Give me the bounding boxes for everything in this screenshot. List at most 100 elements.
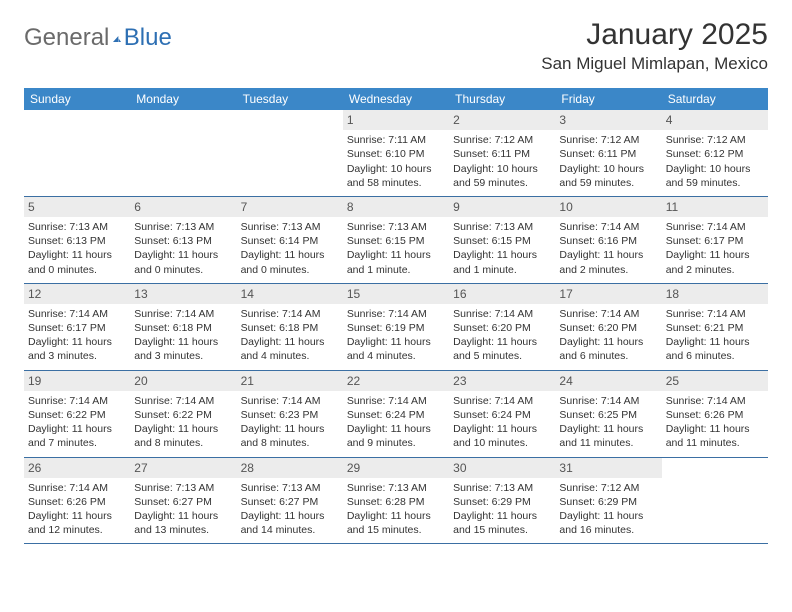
day-cell: 18 Sunrise: 7:14 AMSunset: 6:21 PMDayligh… — [662, 284, 768, 370]
sunrise-text: Sunrise: 7:13 AM — [28, 220, 126, 234]
sunset-text: Sunset: 6:26 PM — [28, 495, 126, 509]
day-number: 5 — [24, 197, 130, 217]
sunset-text: Sunset: 6:12 PM — [666, 147, 764, 161]
sunset-text: Sunset: 6:27 PM — [134, 495, 232, 509]
daylight-text: Daylight: 11 hours and 1 minute. — [453, 248, 551, 276]
day-number: 3 — [555, 110, 661, 130]
sunset-text: Sunset: 6:18 PM — [134, 321, 232, 335]
day-number: 9 — [449, 197, 555, 217]
day-number: 18 — [662, 284, 768, 304]
daylight-text: Daylight: 10 hours and 58 minutes. — [347, 162, 445, 190]
day-number: 6 — [130, 197, 236, 217]
day-number: 20 — [130, 371, 236, 391]
day-number: 15 — [343, 284, 449, 304]
day-cell: 24Sunrise: 7:14 AMSunset: 6:25 PMDayligh… — [555, 371, 661, 457]
week-row: 26Sunrise: 7:14 AMSunset: 6:26 PMDayligh… — [24, 458, 768, 545]
day-cell: 20Sunrise: 7:14 AMSunset: 6:22 PMDayligh… — [130, 371, 236, 457]
sunset-text: Sunset: 6:22 PM — [28, 408, 126, 422]
sunset-text: Sunset: 6:20 PM — [453, 321, 551, 335]
day-cell: 7Sunrise: 7:13 AMSunset: 6:14 PMDaylight… — [237, 197, 343, 283]
weekday-header-row: SundayMondayTuesdayWednesdayThursdayFrid… — [24, 88, 768, 110]
daylight-text: Daylight: 11 hours and 10 minutes. — [453, 422, 551, 450]
sunset-text: Sunset: 6:19 PM — [347, 321, 445, 335]
sunset-text: Sunset: 6:29 PM — [453, 495, 551, 509]
sunrise-text: Sunrise: 7:13 AM — [453, 481, 551, 495]
day-number — [130, 110, 236, 130]
sunrise-text: Sunrise: 7:14 AM — [347, 394, 445, 408]
day-number: 22 — [343, 371, 449, 391]
sunset-text: Sunset: 6:25 PM — [559, 408, 657, 422]
week-row: 5Sunrise: 7:13 AMSunset: 6:13 PMDaylight… — [24, 197, 768, 284]
sunset-text: Sunset: 6:11 PM — [453, 147, 551, 161]
day-number: 1 — [343, 110, 449, 130]
weekday-header: Saturday — [662, 88, 768, 110]
sunrise-text: Sunrise: 7:14 AM — [666, 220, 764, 234]
sunset-text: Sunset: 6:16 PM — [559, 234, 657, 248]
weekday-header: Sunday — [24, 88, 130, 110]
sunrise-text: Sunrise: 7:11 AM — [347, 133, 445, 147]
week-row: 19Sunrise: 7:14 AMSunset: 6:22 PMDayligh… — [24, 371, 768, 458]
day-cell — [237, 110, 343, 196]
daylight-text: Daylight: 10 hours and 59 minutes. — [559, 162, 657, 190]
day-number: 13 — [130, 284, 236, 304]
day-cell: 25Sunrise: 7:14 AMSunset: 6:26 PMDayligh… — [662, 371, 768, 457]
daylight-text: Daylight: 11 hours and 0 minutes. — [241, 248, 339, 276]
day-cell — [24, 110, 130, 196]
day-cell: 5Sunrise: 7:13 AMSunset: 6:13 PMDaylight… — [24, 197, 130, 283]
daylight-text: Daylight: 11 hours and 4 minutes. — [347, 335, 445, 363]
day-cell: 11Sunrise: 7:14 AMSunset: 6:17 PMDayligh… — [662, 197, 768, 283]
sunrise-text: Sunrise: 7:14 AM — [453, 394, 551, 408]
daylight-text: Daylight: 11 hours and 0 minutes. — [134, 248, 232, 276]
day-cell: 14Sunrise: 7:14 AMSunset: 6:18 PMDayligh… — [237, 284, 343, 370]
sunrise-text: Sunrise: 7:13 AM — [347, 481, 445, 495]
daylight-text: Daylight: 11 hours and 8 minutes. — [241, 422, 339, 450]
day-cell: 10Sunrise: 7:14 AMSunset: 6:16 PMDayligh… — [555, 197, 661, 283]
day-cell: 22Sunrise: 7:14 AMSunset: 6:24 PMDayligh… — [343, 371, 449, 457]
day-cell: 1Sunrise: 7:11 AMSunset: 6:10 PMDaylight… — [343, 110, 449, 196]
day-number: 11 — [662, 197, 768, 217]
daylight-text: Daylight: 11 hours and 6 minutes. — [666, 335, 764, 363]
daylight-text: Daylight: 11 hours and 13 minutes. — [134, 509, 232, 537]
daylight-text: Daylight: 11 hours and 7 minutes. — [28, 422, 126, 450]
month-title: January 2025 — [541, 18, 768, 52]
sunrise-text: Sunrise: 7:14 AM — [28, 394, 126, 408]
daylight-text: Daylight: 11 hours and 15 minutes. — [347, 509, 445, 537]
sunset-text: Sunset: 6:21 PM — [666, 321, 764, 335]
sunrise-text: Sunrise: 7:14 AM — [666, 307, 764, 321]
day-cell: 29Sunrise: 7:13 AMSunset: 6:28 PMDayligh… — [343, 458, 449, 544]
logo-text-general: General — [24, 24, 109, 52]
sunrise-text: Sunrise: 7:13 AM — [134, 481, 232, 495]
day-number: 29 — [343, 458, 449, 478]
day-cell: 21Sunrise: 7:14 AMSunset: 6:23 PMDayligh… — [237, 371, 343, 457]
sunrise-text: Sunrise: 7:14 AM — [134, 394, 232, 408]
sunset-text: Sunset: 6:20 PM — [559, 321, 657, 335]
daylight-text: Daylight: 11 hours and 11 minutes. — [666, 422, 764, 450]
sunset-text: Sunset: 6:11 PM — [559, 147, 657, 161]
weekday-header: Tuesday — [237, 88, 343, 110]
sunrise-text: Sunrise: 7:13 AM — [241, 220, 339, 234]
day-number: 25 — [662, 371, 768, 391]
day-cell: 17Sunrise: 7:14 AMSunset: 6:20 PMDayligh… — [555, 284, 661, 370]
day-cell: 31Sunrise: 7:12 AMSunset: 6:29 PMDayligh… — [555, 458, 661, 544]
day-cell: 12Sunrise: 7:14 AMSunset: 6:17 PMDayligh… — [24, 284, 130, 370]
day-cell: 19Sunrise: 7:14 AMSunset: 6:22 PMDayligh… — [24, 371, 130, 457]
day-cell: 4Sunrise: 7:12 AMSunset: 6:12 PMDaylight… — [662, 110, 768, 196]
day-cell: 28Sunrise: 7:13 AMSunset: 6:27 PMDayligh… — [237, 458, 343, 544]
sunrise-text: Sunrise: 7:14 AM — [134, 307, 232, 321]
title-block: January 2025 San Miguel Mimlapan, Mexico — [541, 18, 768, 74]
week-row: 12Sunrise: 7:14 AMSunset: 6:17 PMDayligh… — [24, 284, 768, 371]
sunrise-text: Sunrise: 7:14 AM — [559, 307, 657, 321]
day-cell: 15Sunrise: 7:14 AMSunset: 6:19 PMDayligh… — [343, 284, 449, 370]
daylight-text: Daylight: 11 hours and 5 minutes. — [453, 335, 551, 363]
day-number — [662, 458, 768, 478]
sunset-text: Sunset: 6:24 PM — [347, 408, 445, 422]
day-number: 27 — [130, 458, 236, 478]
daylight-text: Daylight: 10 hours and 59 minutes. — [666, 162, 764, 190]
daylight-text: Daylight: 11 hours and 3 minutes. — [134, 335, 232, 363]
day-number: 16 — [449, 284, 555, 304]
day-number — [237, 110, 343, 130]
day-number: 14 — [237, 284, 343, 304]
sunset-text: Sunset: 6:26 PM — [666, 408, 764, 422]
sunset-text: Sunset: 6:27 PM — [241, 495, 339, 509]
sail-icon — [113, 29, 121, 49]
